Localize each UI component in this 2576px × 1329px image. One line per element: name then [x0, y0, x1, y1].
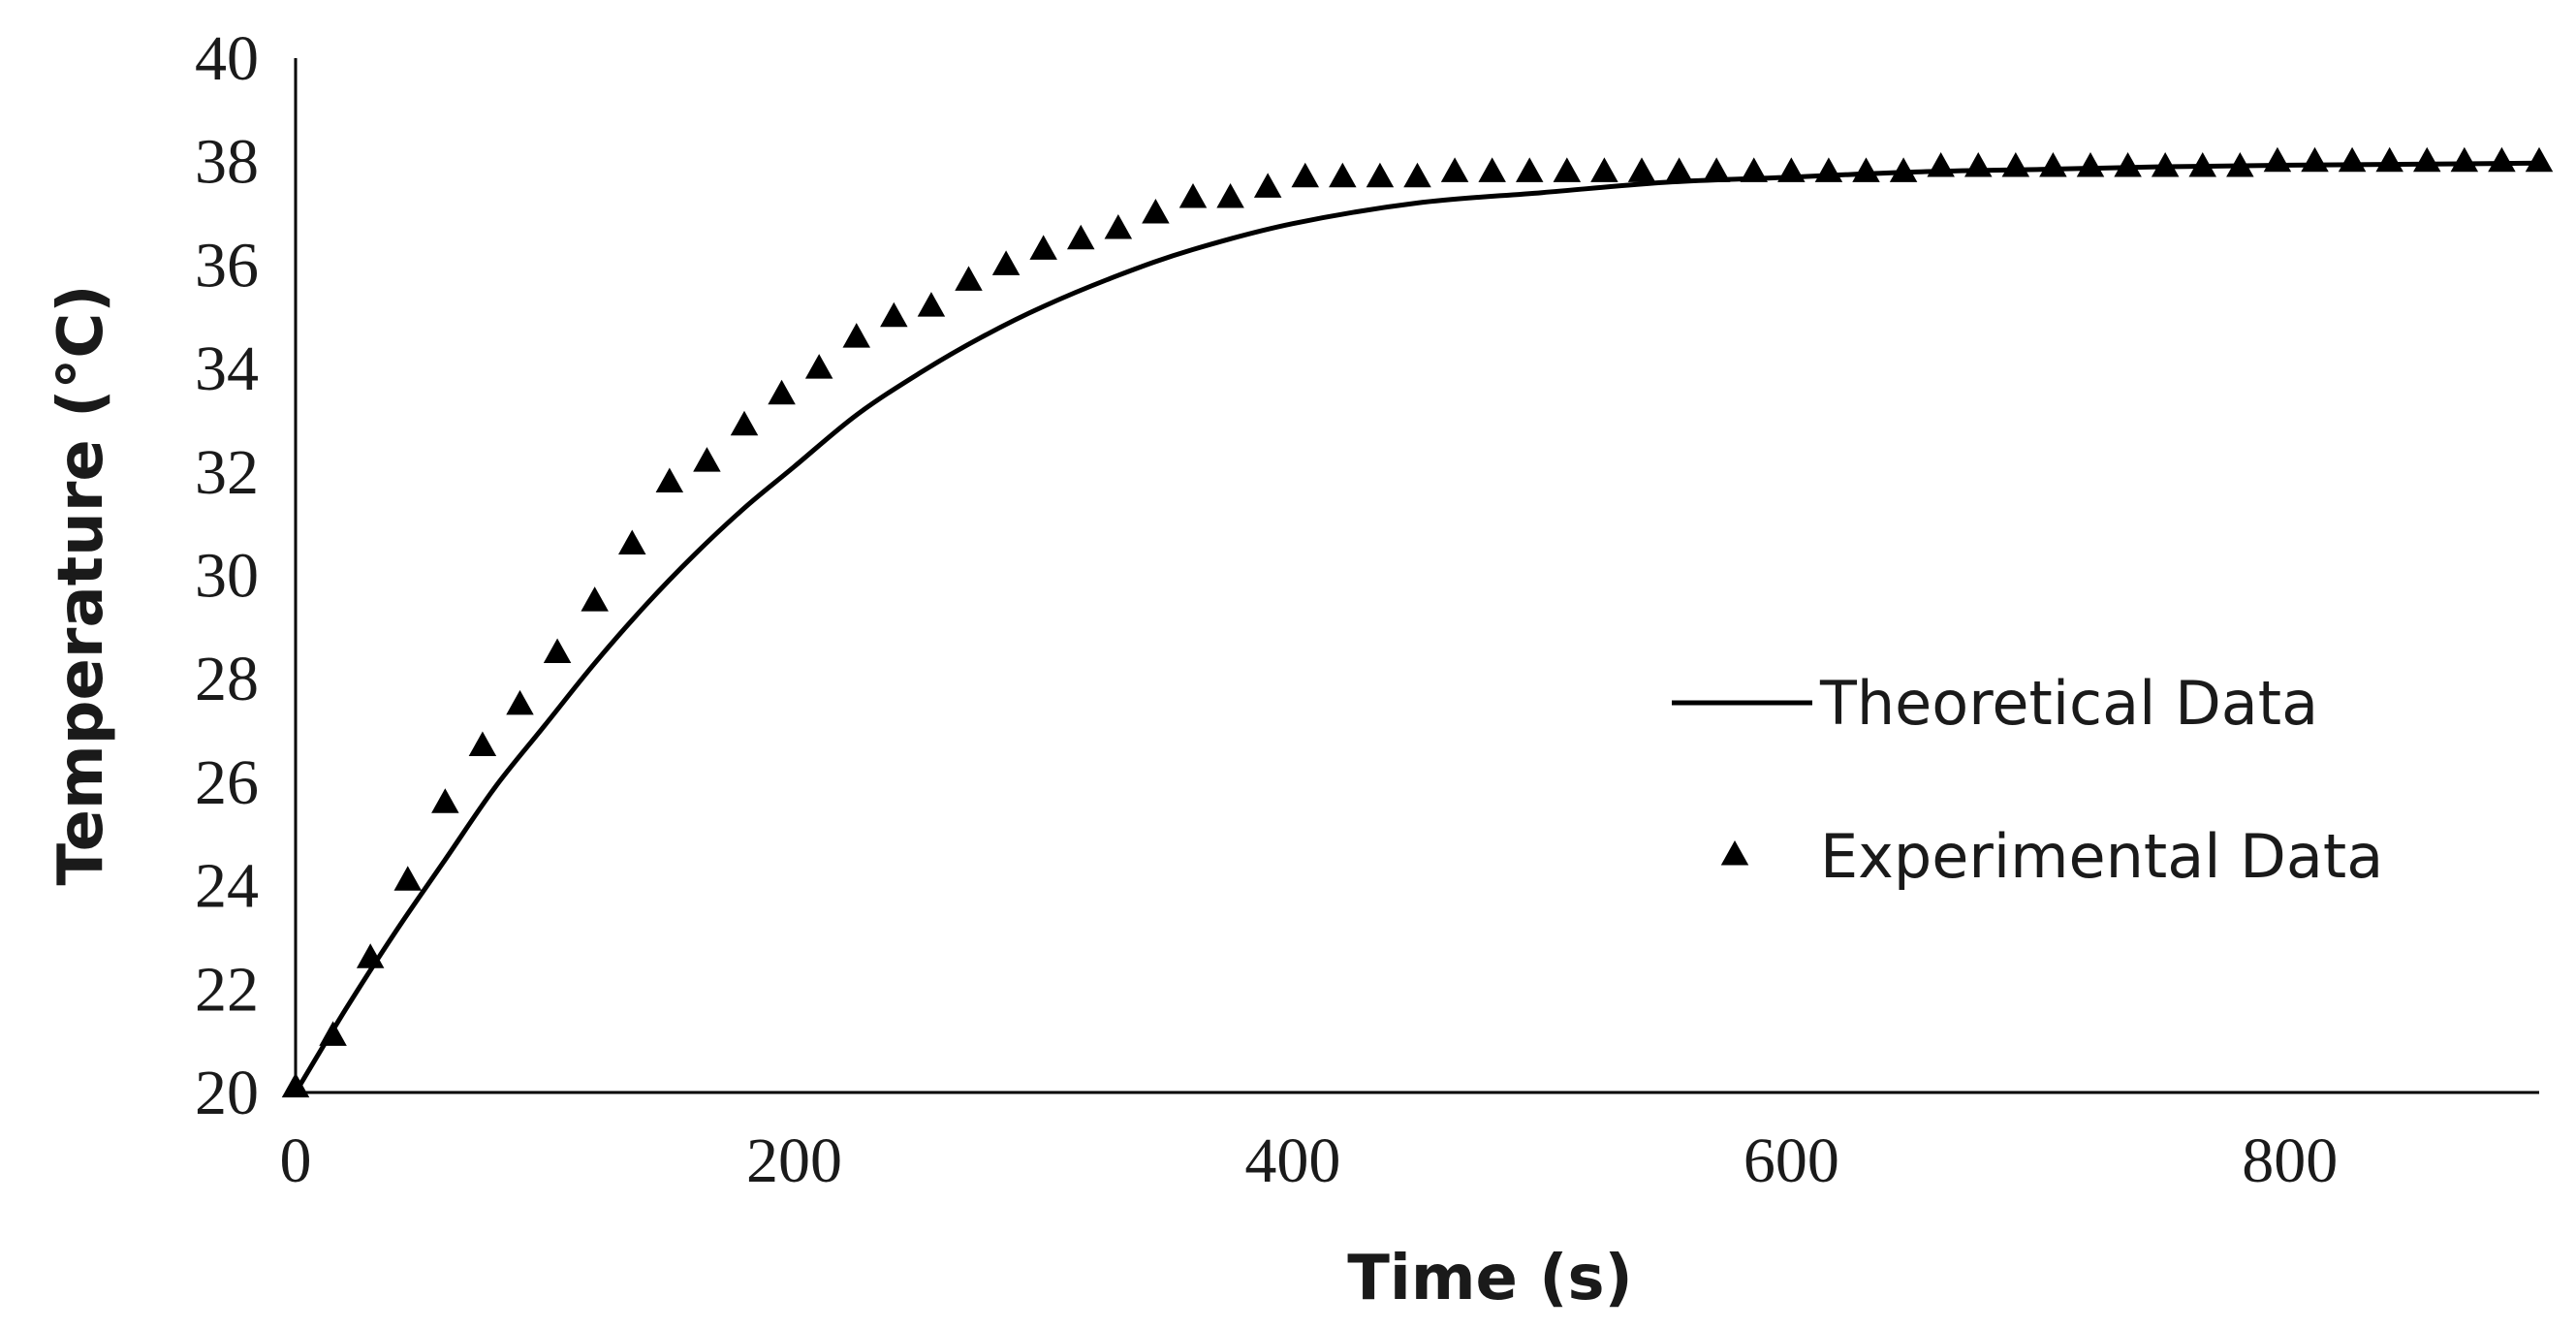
experimental-data-point: [2488, 146, 2516, 173]
y-tick-label: 40: [195, 23, 259, 94]
y-tick-label: 24: [195, 851, 259, 922]
experimental-data-point: [2188, 152, 2216, 177]
y-tick-label: 34: [195, 333, 259, 404]
y-axis-title: Temperature (°C): [46, 284, 117, 885]
experimental-data-point: [1889, 157, 1918, 182]
experimental-data-point: [917, 292, 946, 317]
experimental-data-point: [1478, 157, 1506, 182]
experimental-data-point: [393, 866, 422, 891]
y-tick-label: 30: [195, 541, 259, 612]
experimental-data-point: [281, 1072, 310, 1098]
y-tick-label: 28: [195, 644, 259, 714]
experimental-data-point: [1366, 162, 1395, 188]
legend-marker-swatch: [1720, 840, 1749, 866]
experimental-data-point: [2338, 146, 2367, 173]
y-tick-label: 36: [195, 230, 259, 301]
experimental-data-point: [1403, 162, 1431, 188]
experimental-data-point: [842, 323, 870, 348]
experimental-data-point: [319, 1021, 347, 1046]
y-tick-label: 22: [195, 954, 259, 1025]
experimental-data-point: [1067, 224, 1095, 250]
experimental-data-point: [2263, 146, 2292, 173]
experimental-data-point: [1740, 157, 1768, 182]
experimental-data-point: [1814, 157, 1843, 182]
experimental-data-point: [2525, 146, 2554, 173]
y-tick-labels: 20 22 24 26 28 30 32 34 36 38 40: [195, 23, 259, 1128]
x-tick-label: 0: [280, 1125, 312, 1196]
x-tick-labels: 0 200 400 600 800: [280, 1125, 2339, 1196]
x-tick-label: 400: [1244, 1125, 1340, 1196]
experimental-data-point: [2039, 152, 2067, 177]
experimental-data-point: [356, 943, 385, 968]
experimental-data-point: [1627, 157, 1656, 182]
experimental-data-point: [1253, 173, 1282, 198]
experimental-data-point: [655, 467, 684, 492]
y-tick-label: 38: [195, 127, 259, 198]
experimental-data-point: [1964, 152, 1993, 177]
experimental-data-point: [2375, 146, 2403, 173]
legend: Theoretical Data Experimental Data: [1672, 668, 2383, 892]
legend-label-theoretical: Theoretical Data: [1819, 668, 2318, 739]
experimental-data-point: [618, 529, 646, 554]
experimental-data-point: [693, 447, 721, 472]
experimental-data-point: [543, 638, 572, 664]
experimental-data-point: [1702, 157, 1731, 182]
experimental-data-point: [2001, 152, 2030, 177]
experimental-data-point: [991, 250, 1021, 275]
experimental-data-point: [506, 689, 534, 715]
experimental-data-point: [1777, 157, 1806, 182]
y-tick-label: 26: [195, 747, 259, 818]
experimental-data-point: [2413, 146, 2441, 173]
experimental-data-point: [1440, 157, 1469, 182]
experimental-data-point: [1927, 152, 1955, 177]
experimental-data-point: [2114, 152, 2142, 177]
experimental-data-point: [1291, 162, 1319, 188]
experimental-data-point: [1590, 157, 1618, 182]
experimental-data-point: [768, 379, 796, 405]
experimental-data-point: [804, 354, 833, 379]
experimental-data-point: [1216, 183, 1244, 208]
experimental-data-point: [468, 731, 497, 757]
experimental-data-point: [2226, 152, 2254, 177]
experimental-data-point: [1329, 162, 1357, 188]
experimental-data-point: [1516, 157, 1544, 182]
experimental-data-point: [1553, 157, 1582, 182]
y-tick-label: 32: [195, 437, 259, 508]
experimental-data-point: [1665, 157, 1693, 182]
x-tick-label: 800: [2242, 1125, 2338, 1196]
experimental-data-point: [730, 410, 759, 436]
experimental-data-point: [2301, 146, 2329, 173]
experimental-data-point: [1029, 235, 1057, 260]
experimental-data-point: [1852, 157, 1880, 182]
x-axis-title: Time (s): [1347, 1243, 1633, 1314]
experimental-data-point: [581, 586, 609, 612]
theoretical-data-line: [293, 160, 2540, 1094]
y-tick-label: 20: [195, 1058, 259, 1128]
experimental-data-markers: [281, 146, 2554, 1098]
experimental-data-point: [431, 788, 459, 813]
experimental-data-point: [1178, 183, 1208, 208]
experimental-data-point: [2450, 146, 2479, 173]
x-tick-label: 600: [1744, 1125, 1839, 1196]
legend-label-experimental: Experimental Data: [1820, 821, 2383, 892]
x-tick-label: 200: [746, 1125, 842, 1196]
experimental-data-point: [1142, 199, 1170, 224]
axes: [294, 58, 2539, 1094]
experimental-data-point: [2151, 152, 2180, 177]
experimental-data-point: [1104, 214, 1133, 239]
experimental-data-point: [880, 301, 908, 328]
experimental-data-point: [955, 266, 983, 291]
experimental-data-point: [2076, 152, 2105, 177]
